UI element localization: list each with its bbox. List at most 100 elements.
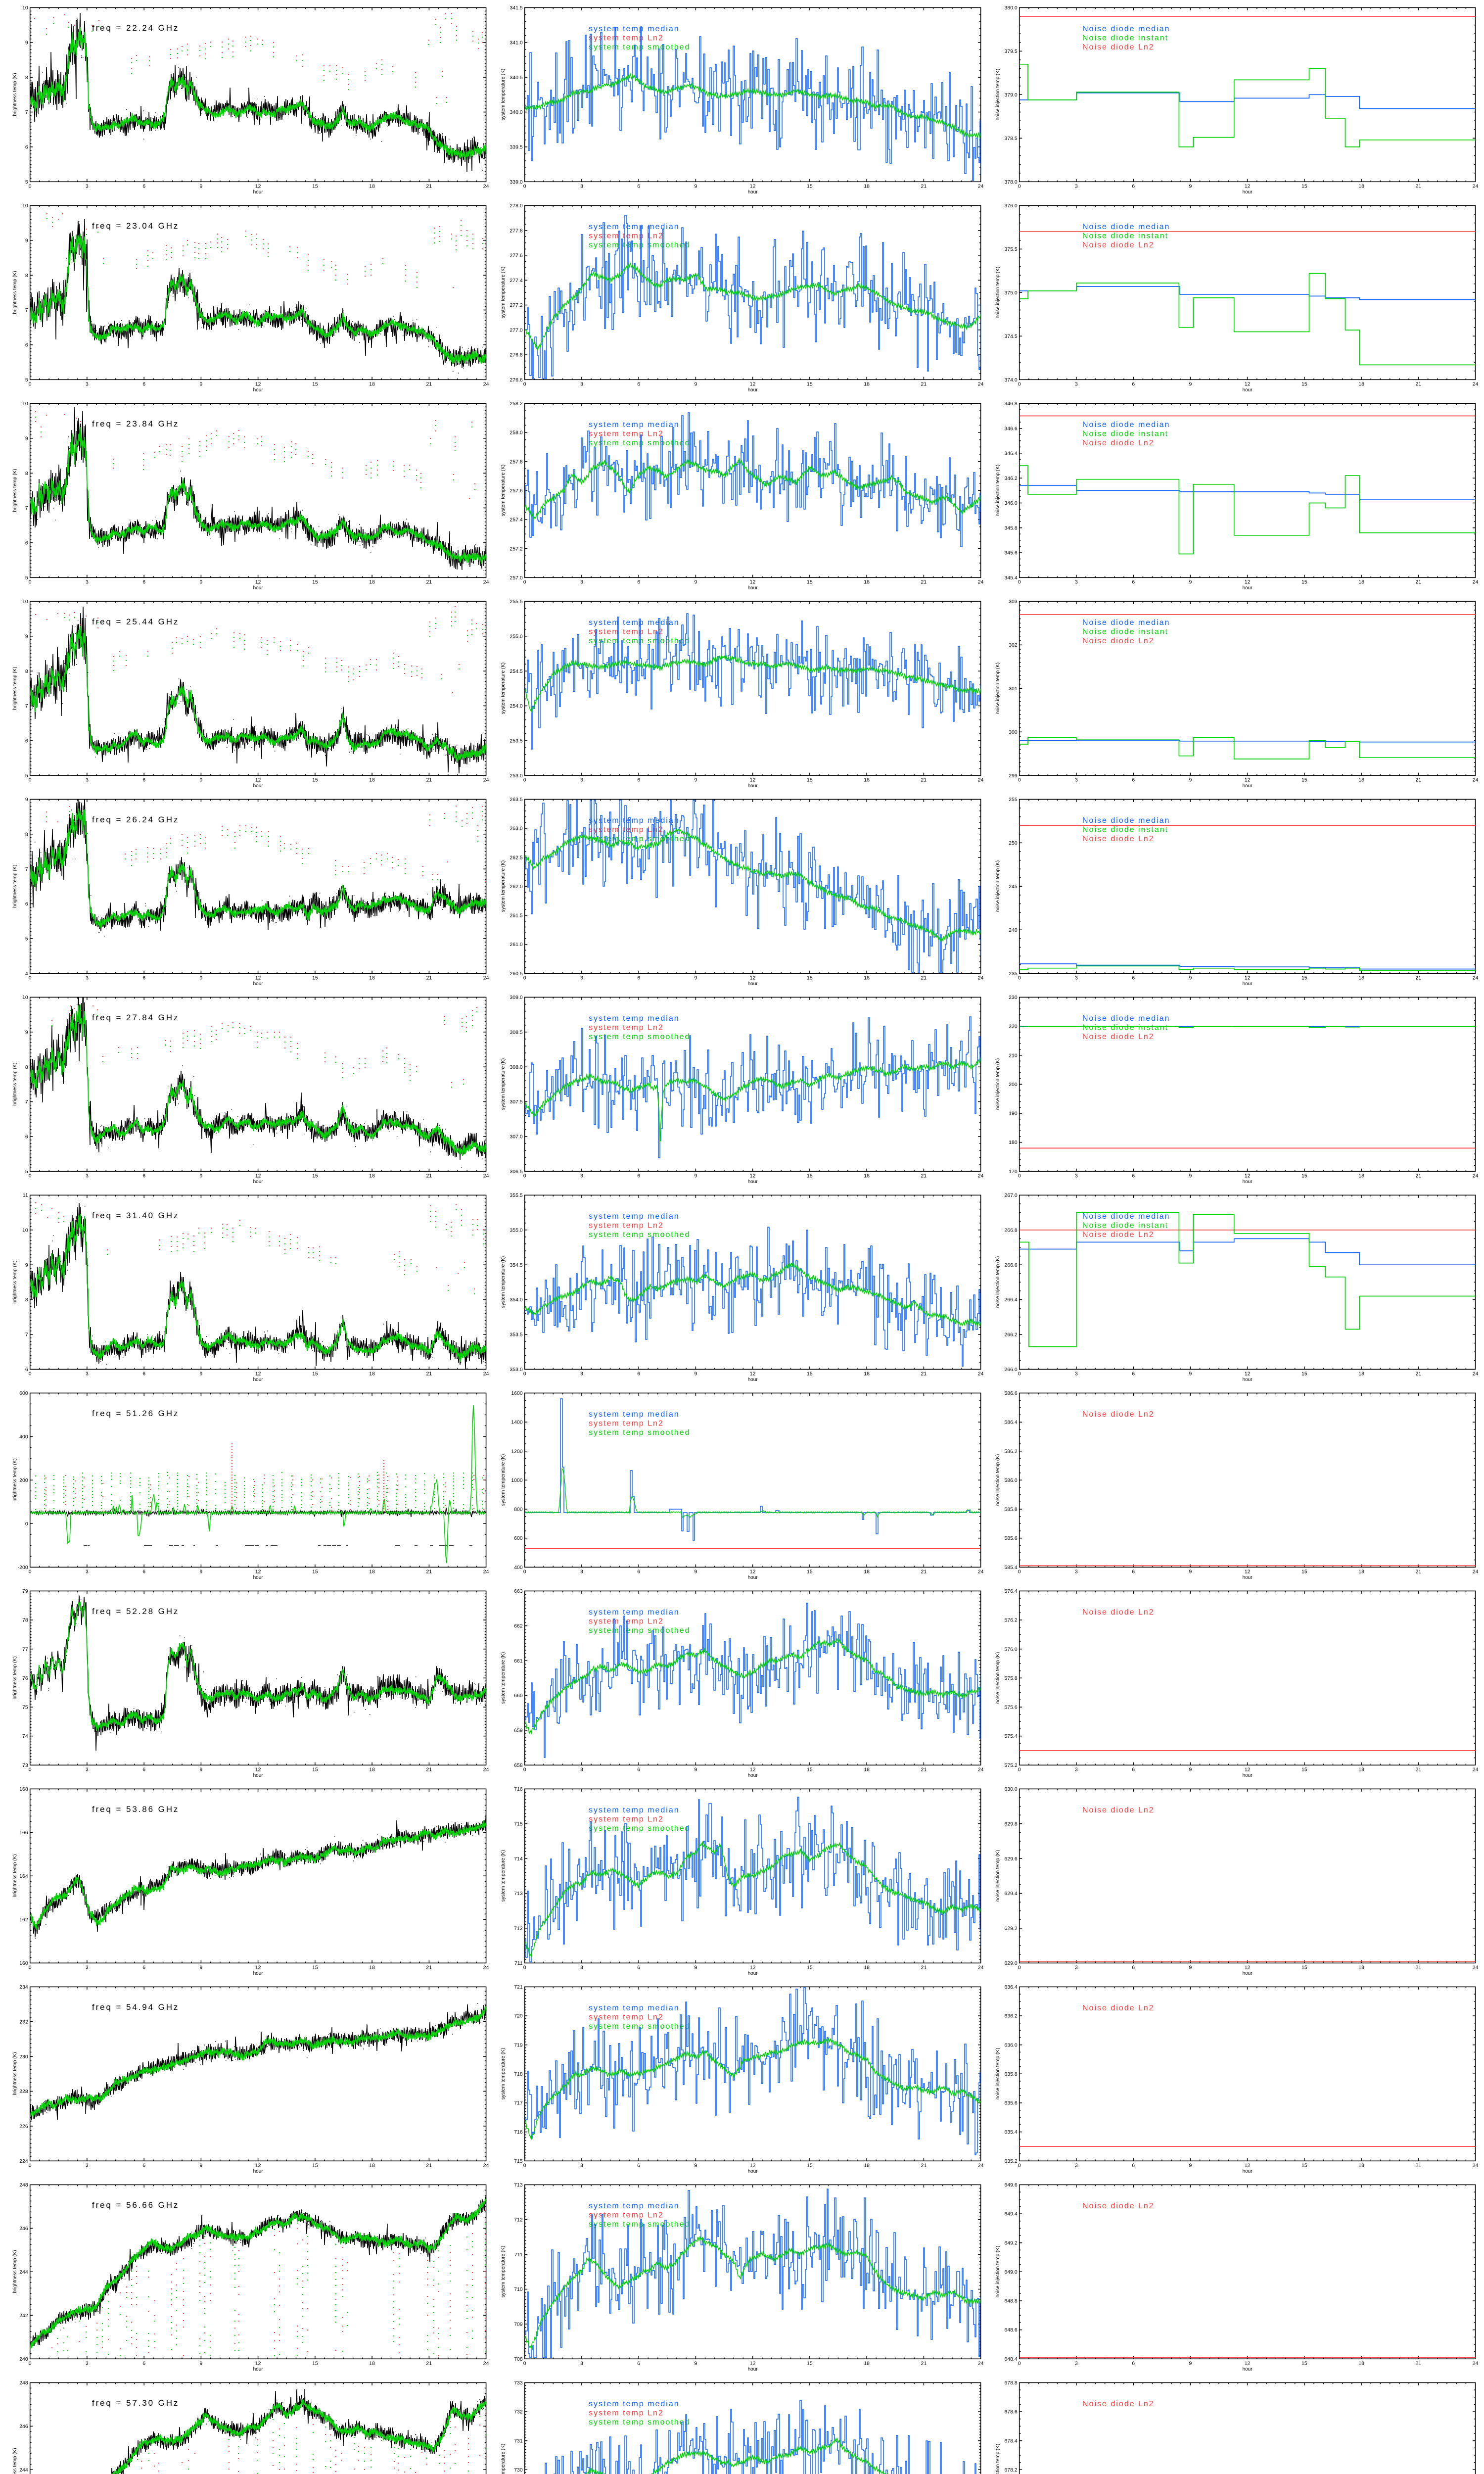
svg-text:9: 9 — [694, 975, 697, 981]
svg-text:341.5: 341.5 — [510, 5, 522, 11]
svg-text:5: 5 — [25, 179, 28, 185]
svg-text:9: 9 — [25, 1262, 28, 1268]
svg-text:254.5: 254.5 — [510, 668, 522, 674]
svg-text:648.4: 648.4 — [1004, 2356, 1017, 2362]
svg-text:6: 6 — [637, 381, 640, 387]
svg-text:9: 9 — [694, 777, 697, 783]
svg-text:noise injection temp (K): noise injection temp (K) — [995, 1454, 1001, 1506]
svg-text:21: 21 — [921, 1965, 927, 1971]
svg-text:21: 21 — [1416, 184, 1422, 190]
svg-text:noise injection temp (K): noise injection temp (K) — [995, 1058, 1001, 1110]
svg-text:brightness temp (K): brightness temp (K) — [12, 1656, 18, 1699]
svg-text:18: 18 — [1358, 777, 1364, 783]
svg-text:0: 0 — [1018, 975, 1021, 981]
svg-text:system temp median: system temp median — [589, 618, 680, 627]
svg-text:18: 18 — [1358, 2163, 1364, 2169]
svg-text:1600: 1600 — [511, 1390, 523, 1396]
svg-text:9: 9 — [199, 579, 202, 585]
svg-text:system temp Ln2: system temp Ln2 — [589, 628, 664, 636]
svg-text:hour: hour — [1243, 190, 1253, 195]
svg-text:15: 15 — [312, 381, 318, 387]
svg-text:4: 4 — [25, 971, 28, 977]
svg-text:12: 12 — [750, 1569, 756, 1575]
svg-text:Noise diode Ln2: Noise diode Ln2 — [1082, 2202, 1155, 2210]
svg-text:7: 7 — [25, 1332, 28, 1338]
svg-text:24: 24 — [978, 777, 984, 783]
svg-text:648.8: 648.8 — [1004, 2298, 1017, 2304]
svg-text:635.8: 635.8 — [1004, 2071, 1017, 2077]
svg-text:7: 7 — [25, 866, 28, 872]
svg-text:258.0: 258.0 — [510, 430, 522, 436]
svg-text:Noise diode Ln2: Noise diode Ln2 — [1082, 43, 1155, 51]
svg-text:hour: hour — [253, 190, 264, 195]
svg-text:0: 0 — [1018, 579, 1021, 585]
svg-text:24: 24 — [483, 2361, 489, 2367]
svg-text:160: 160 — [19, 1960, 28, 1966]
svg-text:3: 3 — [580, 1173, 583, 1179]
svg-text:266.0: 266.0 — [1004, 1367, 1017, 1373]
svg-text:3: 3 — [1075, 975, 1078, 981]
svg-text:9: 9 — [1189, 777, 1192, 783]
svg-text:hour: hour — [1243, 1377, 1253, 1382]
svg-text:9: 9 — [25, 797, 28, 803]
svg-text:brightness temp (K): brightness temp (K) — [12, 1854, 18, 1897]
svg-text:24: 24 — [978, 2163, 984, 2169]
svg-text:9: 9 — [25, 40, 28, 46]
svg-text:400: 400 — [514, 1565, 523, 1570]
svg-text:hour: hour — [253, 1179, 264, 1185]
svg-text:6: 6 — [1132, 975, 1135, 981]
svg-text:170: 170 — [1009, 1169, 1018, 1175]
svg-text:15: 15 — [1301, 2361, 1307, 2367]
svg-text:6: 6 — [25, 1367, 28, 1373]
svg-text:586.2: 586.2 — [1004, 1448, 1017, 1454]
svg-text:system temperature (K): system temperature (K) — [501, 69, 506, 120]
svg-text:8: 8 — [25, 273, 28, 279]
svg-text:716: 716 — [514, 2129, 523, 2135]
svg-text:3: 3 — [580, 2361, 583, 2367]
svg-text:hour: hour — [748, 1773, 758, 1778]
svg-text:12: 12 — [1245, 1569, 1251, 1575]
svg-text:339.0: 339.0 — [510, 179, 522, 185]
svg-text:0: 0 — [29, 184, 32, 190]
svg-text:system temperature (K): system temperature (K) — [501, 860, 506, 912]
svg-text:hour: hour — [1243, 783, 1253, 789]
svg-text:6: 6 — [637, 1965, 640, 1971]
svg-text:brightness temp (K): brightness temp (K) — [12, 271, 18, 314]
svg-text:system temp median: system temp median — [589, 223, 680, 231]
svg-text:21: 21 — [1416, 2361, 1422, 2367]
svg-text:3: 3 — [1075, 579, 1078, 585]
svg-text:7: 7 — [25, 505, 28, 511]
svg-text:263.5: 263.5 — [510, 797, 522, 803]
svg-text:3: 3 — [580, 975, 583, 981]
svg-text:255.5: 255.5 — [510, 599, 522, 605]
svg-text:8: 8 — [25, 1297, 28, 1303]
svg-text:210: 210 — [1009, 1052, 1018, 1058]
svg-text:576.2: 576.2 — [1004, 1618, 1017, 1623]
svg-text:9: 9 — [1189, 1965, 1192, 1971]
svg-text:0: 0 — [29, 579, 32, 585]
svg-text:5: 5 — [25, 575, 28, 581]
svg-text:8: 8 — [25, 668, 28, 674]
svg-text:0: 0 — [29, 1371, 32, 1377]
svg-text:9: 9 — [694, 2163, 697, 2169]
svg-text:12: 12 — [750, 1173, 756, 1179]
svg-text:375.5: 375.5 — [1004, 246, 1017, 252]
svg-text:266.6: 266.6 — [1004, 1262, 1017, 1268]
svg-text:6: 6 — [637, 1569, 640, 1575]
svg-text:0: 0 — [1018, 2361, 1021, 2367]
svg-text:6: 6 — [1132, 184, 1135, 190]
svg-text:278.0: 278.0 — [510, 203, 522, 209]
svg-text:374.0: 374.0 — [1004, 377, 1017, 383]
svg-text:18: 18 — [864, 1767, 870, 1773]
svg-text:15: 15 — [807, 1965, 813, 1971]
svg-text:715: 715 — [514, 2158, 523, 2164]
svg-text:600: 600 — [514, 1535, 523, 1541]
svg-text:3: 3 — [86, 579, 89, 585]
svg-text:720: 720 — [514, 2013, 523, 2019]
svg-text:0: 0 — [523, 1371, 526, 1377]
svg-text:800: 800 — [514, 1507, 523, 1513]
svg-text:15: 15 — [1301, 1371, 1307, 1377]
svg-text:Noise diode instant: Noise diode instant — [1082, 430, 1168, 438]
svg-text:hour: hour — [748, 1377, 758, 1382]
svg-text:635.4: 635.4 — [1004, 2129, 1017, 2135]
